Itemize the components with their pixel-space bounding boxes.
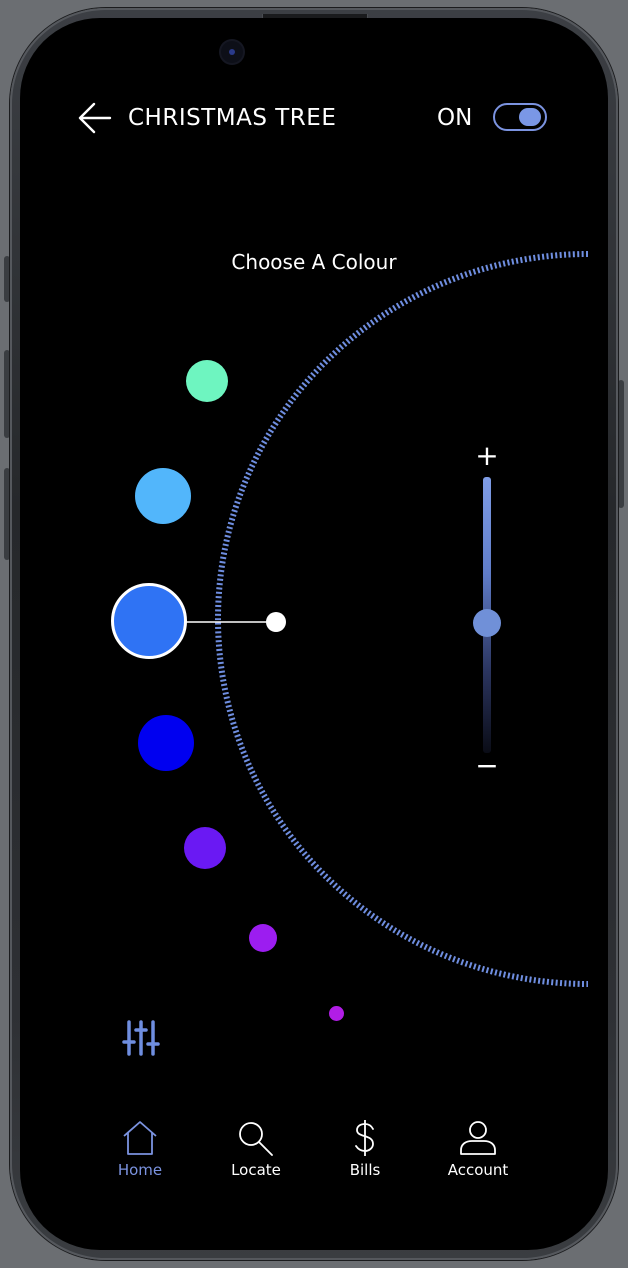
choose-colour-label: Choose A Colour [231, 250, 397, 274]
brightness-slider-thumb[interactable] [473, 609, 501, 637]
power-toggle[interactable] [493, 103, 547, 131]
brightness-plus-button[interactable]: + [475, 439, 499, 472]
colour-swatch-magenta[interactable] [329, 1006, 344, 1021]
page-title: CHRISTMAS TREE [128, 105, 337, 131]
user-icon [460, 1121, 496, 1155]
brightness-minus-button[interactable]: − [475, 749, 499, 782]
home-icon [123, 1121, 157, 1155]
volume-down-button [4, 468, 10, 560]
colour-swatch-violet[interactable] [184, 827, 226, 869]
colour-swatch-blue-selected[interactable] [111, 583, 187, 659]
colour-swatch-mint[interactable] [186, 360, 228, 402]
power-label: ON [437, 105, 473, 131]
colour-dial-arc [215, 251, 589, 987]
mute-switch [4, 256, 10, 302]
toggle-knob [519, 108, 541, 126]
nav-item-locate[interactable]: Locate [206, 1120, 306, 1180]
colour-swatch-deep-blue[interactable] [138, 715, 194, 771]
colour-swatch-sky-blue[interactable] [135, 468, 191, 524]
volume-up-button [4, 350, 10, 438]
dial-handle [266, 612, 286, 632]
nav-label: Locate [231, 1161, 281, 1179]
dollar-icon [355, 1120, 374, 1156]
nav-item-account[interactable]: Account [428, 1120, 528, 1180]
power-button [618, 380, 624, 508]
nav-label: Home [117, 1161, 163, 1179]
search-icon [239, 1122, 273, 1156]
arrow-left-icon[interactable] [78, 102, 112, 134]
sliders-icon[interactable] [121, 1020, 161, 1056]
front-camera [221, 41, 243, 63]
nav-item-home[interactable]: Home [90, 1120, 190, 1180]
nav-item-bills[interactable]: Bills [315, 1120, 415, 1180]
nav-label: Bills [349, 1161, 381, 1179]
colour-swatch-purple[interactable] [249, 924, 277, 952]
nav-label: Account [447, 1161, 509, 1179]
